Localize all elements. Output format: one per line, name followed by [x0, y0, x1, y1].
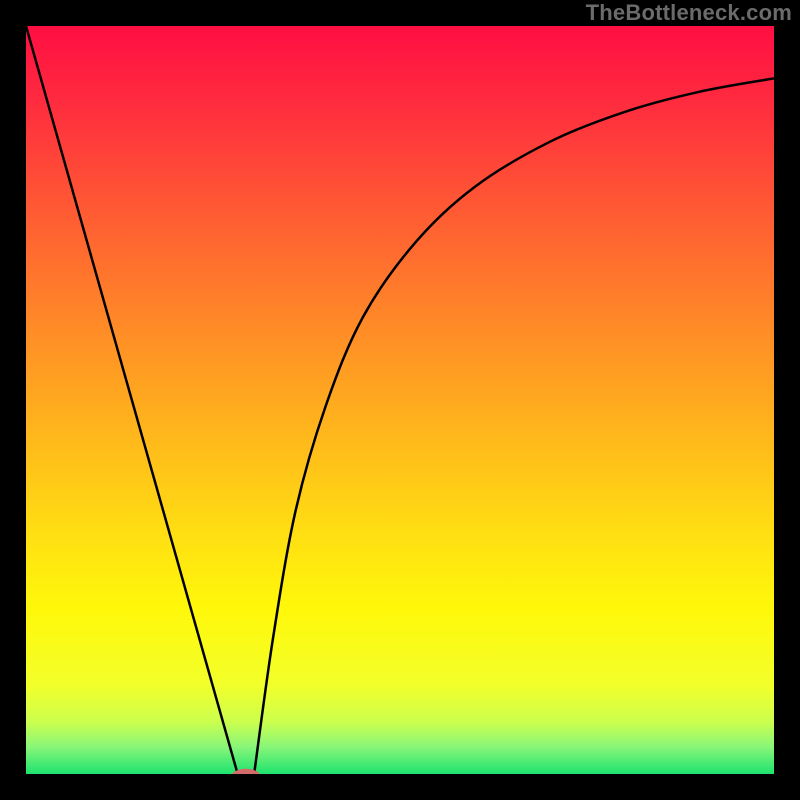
watermark-text: TheBottleneck.com [586, 0, 792, 26]
chart-stage: TheBottleneck.com [0, 0, 800, 800]
bottleneck-chart [0, 0, 800, 800]
chart-background-gradient [26, 26, 774, 774]
